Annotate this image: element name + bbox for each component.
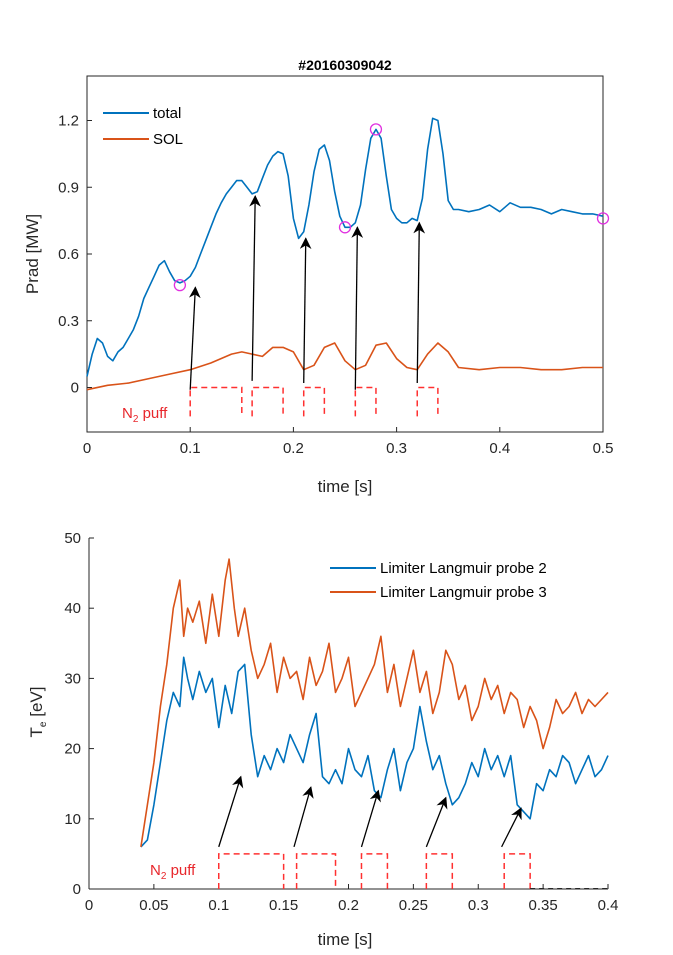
series-line-total: [86, 117, 604, 377]
annotation-arrow: [299, 237, 312, 384]
x-tick-label: 0.1: [208, 897, 229, 914]
puff-window-outline: [218, 853, 531, 889]
puff-layer-bottom: [218, 853, 608, 889]
x-tick-label: 0.4: [598, 897, 619, 914]
highlight-marker: [173, 278, 187, 292]
y-tick-label: 20: [64, 741, 81, 758]
x-axis-label-bottom: time [s]: [318, 930, 373, 949]
highlight-marker: [338, 221, 352, 234]
legend-top: total SOL: [103, 105, 183, 148]
legend-label-total: total: [153, 105, 181, 122]
x-tick-label: 0.4: [489, 440, 510, 457]
puff-layer-top: [189, 386, 439, 417]
x-tick-label: 0.2: [338, 897, 359, 914]
puff-window-outline: [189, 386, 439, 417]
annotation-arrow: [360, 789, 381, 848]
series-layer-bottom: [140, 558, 609, 848]
x-tick-label: 0.15: [269, 897, 298, 914]
y-tick-label: 0: [71, 380, 79, 397]
legend-bottom: Limiter Langmuir probe 2 Limiter Langmui…: [330, 560, 547, 601]
x-tick-label: 0.05: [139, 897, 168, 914]
y-tick-label: 40: [64, 600, 81, 617]
chart-top: #20160309042 time [s] Prad [MW] 0 0.1 0.2 0…: [23, 57, 613, 496]
y-tick-label: 30: [64, 670, 81, 687]
tick-layer-top: 0 0.1 0.2 0.3 0.4 0.5 0 0.3 0.6 0.9 1.2: [58, 113, 613, 458]
x-tick-label: 0.3: [386, 440, 407, 457]
puff-label-top: N2 puff: [122, 405, 168, 425]
puff-label-suffix: puff: [138, 405, 168, 422]
highlight-marker: [369, 123, 383, 136]
legend-label-sol: SOL: [153, 131, 183, 148]
annotation-arrow: [351, 226, 364, 390]
annotation-arrow: [249, 194, 261, 381]
annotation-arrow: [293, 786, 314, 848]
y-tick-label: 1.2: [58, 113, 79, 130]
x-tick-label: 0.5: [593, 440, 614, 457]
y-axis-label-bottom: Te [eV]: [27, 687, 49, 738]
y-axis-label-top: Prad [MW]: [23, 214, 42, 294]
x-axis-label-top: time [s]: [318, 477, 373, 496]
x-tick-label: 0.35: [529, 897, 558, 914]
y-tick-label: 0.3: [58, 313, 79, 330]
puff-label-sub-bottom: 2: [161, 871, 167, 882]
tick-layer-bottom: 0 0.05 0.1 0.15 0.2 0.25 0.3 0.35 0.4 0 10 20 30 40 50: [64, 530, 618, 914]
highlight-marker: [596, 212, 610, 225]
y-label-suffix: [eV]: [27, 687, 46, 722]
annotation-arrow: [425, 796, 448, 848]
y-tick-label: 50: [64, 530, 81, 547]
y-tick-label: 0.9: [58, 179, 79, 196]
x-tick-label: 0.25: [399, 897, 428, 914]
marker-layer-top: [173, 123, 610, 292]
y-label-sub: e: [38, 721, 49, 727]
chart-title-top: #20160309042: [298, 57, 392, 73]
series-line-limiter-langmuir-probe-2: [140, 656, 609, 848]
x-tick-label: 0.3: [468, 897, 489, 914]
annotation-arrow: [218, 775, 244, 848]
y-label-main: T: [27, 727, 46, 737]
puff-label-sub: 2: [133, 414, 139, 425]
x-tick-label: 0.1: [180, 440, 201, 457]
y-tick-label: 0: [73, 881, 81, 898]
annotation-arrow: [413, 221, 426, 384]
y-tick-label: 0.6: [58, 246, 79, 263]
puff-label-suffix-bottom: puff: [166, 862, 196, 879]
series-layer-top: [86, 117, 604, 391]
puff-label-bottom: N2 puff: [150, 862, 196, 882]
series-line-limiter-langmuir-probe-3: [140, 558, 609, 848]
legend-label-probe3: Limiter Langmuir probe 3: [380, 584, 547, 601]
puff-label-n: N: [122, 405, 133, 422]
chart-bottom: time [s] Te [eV] 0 0.05 0.1 0.15 0.2 0.25 0.3 0…: [27, 530, 618, 949]
arrow-layer-top: [188, 194, 426, 390]
x-tick-label: 0: [83, 440, 91, 457]
series-line-sol: [86, 342, 603, 391]
x-tick-label: 0.2: [283, 440, 304, 457]
annotation-arrow: [188, 286, 201, 390]
plot-area-top: [86, 75, 604, 433]
legend-label-probe2: Limiter Langmuir probe 2: [380, 560, 547, 577]
y-tick-label: 10: [64, 811, 81, 828]
x-tick-label: 0: [85, 897, 93, 914]
arrow-layer-bottom: [218, 775, 522, 848]
annotation-arrow: [501, 807, 522, 848]
puff-label-n-bottom: N: [150, 862, 161, 879]
